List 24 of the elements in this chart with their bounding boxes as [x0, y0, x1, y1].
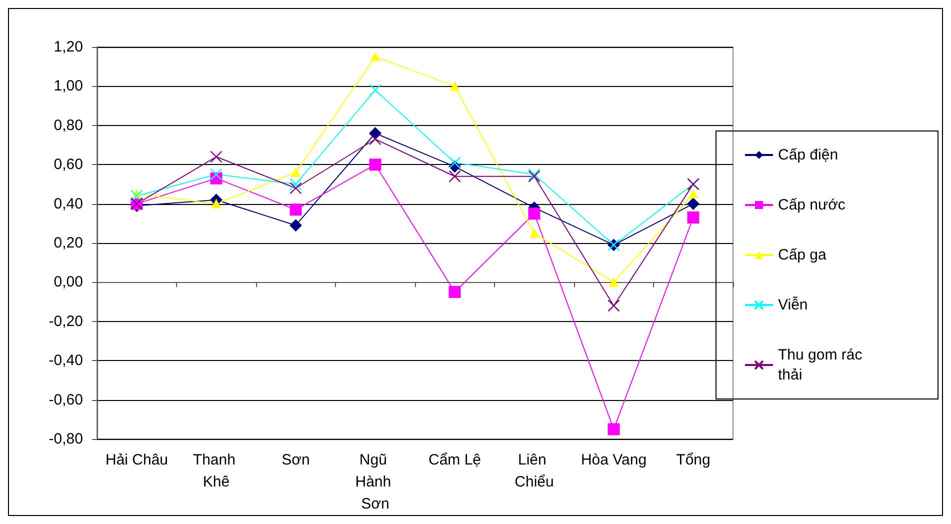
y-tick-label: 0,40 — [54, 195, 83, 212]
y-tick-label: 0,20 — [54, 234, 83, 252]
x-tick-label: Hải Châu — [105, 452, 168, 468]
y-tick-label: -0,60 — [48, 391, 83, 408]
y-tick-label: 0,80 — [54, 116, 83, 134]
legend-label: Thu gom rác thải — [778, 346, 866, 384]
y-tick-label: 1,20 — [54, 38, 83, 56]
y-tick-label: 0,00 — [54, 274, 83, 291]
x-tick-label: Sơn — [282, 452, 310, 468]
legend-label: Viễn — [778, 296, 808, 314]
legend-label: Cấp điện — [778, 146, 838, 164]
y-tick-label: -0,80 — [48, 430, 83, 448]
x-tick-label: Cẩm Lệ — [428, 452, 482, 468]
x-tick-label: Thanh Khê — [192, 452, 240, 490]
y-tick-label: 1,00 — [54, 78, 83, 95]
legend-label: Cấp nước — [778, 196, 846, 214]
x-tick-label: Tổng — [676, 452, 710, 468]
legend-label: Cấp ga — [778, 246, 828, 264]
y-tick-label: -0,20 — [48, 312, 83, 330]
x-tick-label: Liên Chiểu — [514, 452, 554, 490]
y-tick-label: -0,40 — [48, 352, 83, 370]
y-tick-label: 0,60 — [54, 156, 83, 174]
x-tick-label: Ngũ Hành Sơn — [355, 452, 396, 512]
x-tick-label: Hòa Vang — [580, 452, 647, 468]
